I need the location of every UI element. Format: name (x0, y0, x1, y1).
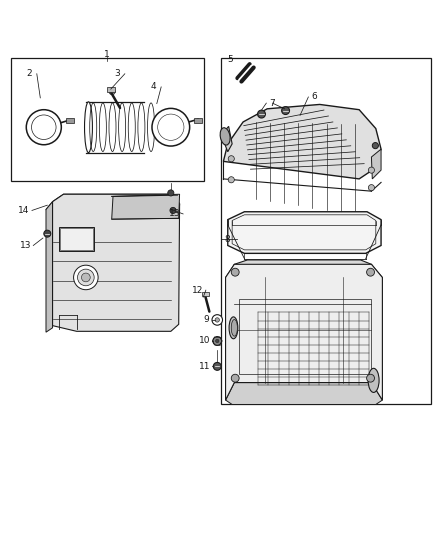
Ellipse shape (220, 128, 230, 145)
Circle shape (168, 190, 174, 196)
Polygon shape (46, 194, 180, 219)
Bar (107, 87, 115, 92)
Ellipse shape (368, 368, 379, 392)
Polygon shape (112, 194, 180, 219)
Text: 10: 10 (199, 336, 211, 345)
Text: 7: 7 (269, 99, 276, 108)
Text: 11: 11 (199, 362, 211, 371)
Polygon shape (234, 260, 371, 277)
Ellipse shape (229, 317, 238, 339)
Bar (66, 118, 74, 123)
Circle shape (212, 314, 223, 325)
Text: 2: 2 (26, 69, 32, 78)
Polygon shape (223, 104, 381, 179)
Circle shape (372, 142, 378, 149)
Polygon shape (371, 264, 382, 400)
Circle shape (32, 115, 56, 140)
Circle shape (367, 374, 374, 382)
Polygon shape (226, 264, 234, 400)
Ellipse shape (231, 319, 237, 336)
Circle shape (215, 339, 219, 343)
Text: 3: 3 (114, 69, 120, 78)
Text: 5: 5 (227, 55, 233, 64)
Text: 4: 4 (151, 83, 156, 92)
Circle shape (258, 110, 265, 118)
Text: 8: 8 (224, 235, 230, 244)
Circle shape (231, 268, 239, 276)
Bar (221, 59, 431, 405)
Circle shape (228, 177, 234, 183)
Ellipse shape (85, 102, 92, 152)
Text: 9: 9 (204, 316, 210, 325)
Circle shape (109, 88, 115, 95)
Bar (11, 59, 204, 181)
Polygon shape (228, 212, 381, 253)
Circle shape (44, 230, 51, 237)
Bar (194, 118, 202, 123)
Circle shape (81, 273, 90, 282)
Circle shape (170, 207, 176, 214)
Circle shape (368, 167, 374, 173)
Text: 14: 14 (18, 206, 30, 215)
Text: 1: 1 (104, 50, 110, 59)
Polygon shape (226, 264, 382, 400)
Circle shape (26, 110, 61, 145)
Circle shape (152, 108, 190, 146)
Circle shape (213, 362, 221, 370)
Text: 13: 13 (20, 241, 31, 250)
Polygon shape (53, 194, 180, 332)
Bar (59, 227, 94, 251)
Circle shape (213, 336, 222, 345)
Polygon shape (221, 126, 232, 152)
Text: 6: 6 (311, 93, 318, 101)
Polygon shape (371, 149, 381, 179)
Text: 13: 13 (170, 209, 181, 219)
Circle shape (228, 156, 234, 162)
Circle shape (158, 114, 184, 140)
Circle shape (215, 318, 219, 322)
Bar (60, 229, 93, 250)
Circle shape (78, 269, 94, 286)
Text: 12: 12 (192, 286, 204, 295)
Bar (202, 292, 209, 296)
Polygon shape (46, 201, 53, 332)
Circle shape (367, 268, 374, 276)
Polygon shape (226, 383, 382, 405)
Circle shape (368, 184, 374, 191)
Circle shape (282, 107, 290, 115)
Circle shape (74, 265, 98, 290)
Circle shape (231, 374, 239, 382)
Bar (239, 300, 371, 374)
